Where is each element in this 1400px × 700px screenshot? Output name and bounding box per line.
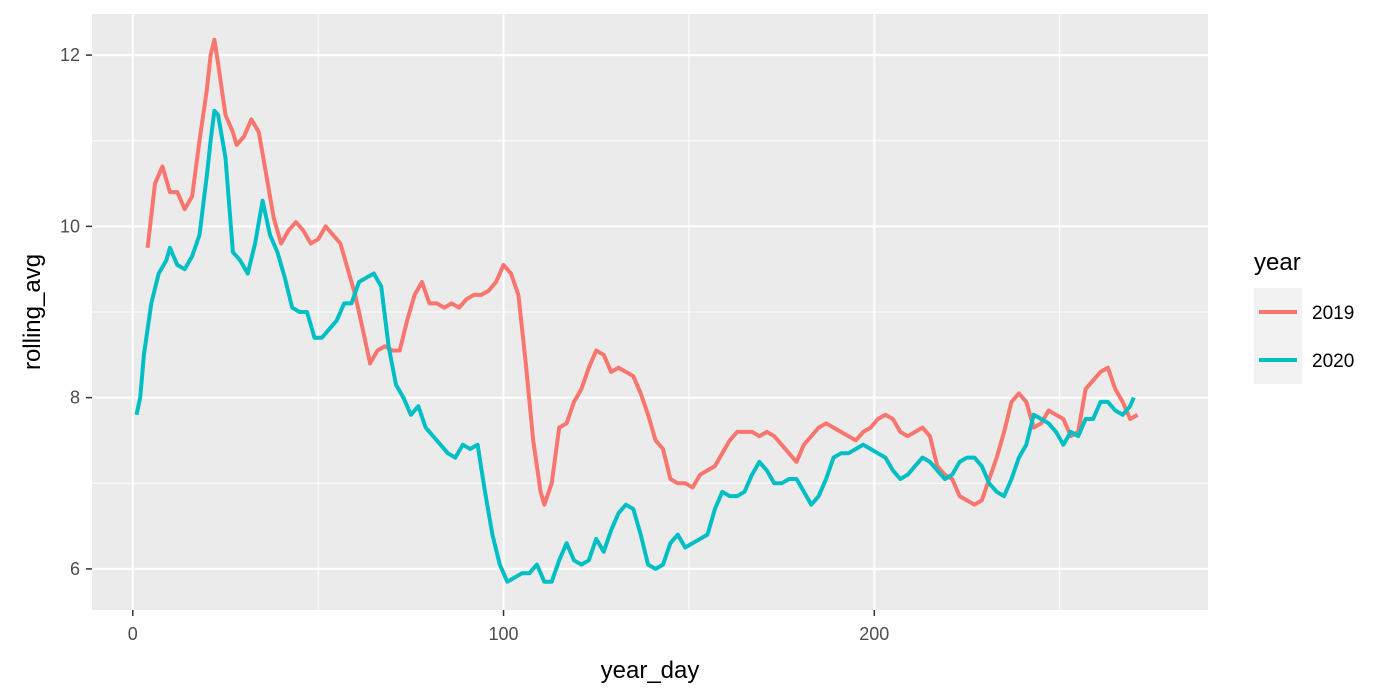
x-tick-label: 0: [128, 624, 138, 644]
y-axis-title: rolling_avg: [19, 254, 46, 370]
x-axis: 0 100 200: [128, 610, 889, 644]
y-tick-label: 12: [60, 45, 80, 65]
legend-label-2019: 2019: [1312, 303, 1354, 324]
legend-label-2020: 2020: [1312, 351, 1354, 372]
y-axis: 6 8 10 12: [60, 45, 92, 579]
series-line-2020: [134, 108, 1136, 584]
y-tick-label: 6: [70, 559, 80, 579]
x-axis-title: year_day: [601, 657, 700, 684]
x-tick-label: 200: [859, 624, 889, 644]
y-tick-label: 8: [70, 388, 80, 408]
legend: year 2019 2020: [1254, 249, 1354, 384]
y-tick-label: 10: [60, 216, 80, 236]
legend-title: year: [1254, 249, 1301, 276]
x-tick-label: 100: [489, 624, 519, 644]
series-lines: [134, 37, 1139, 584]
series-line-2019: [145, 37, 1139, 507]
minor-gridlines: [92, 14, 1208, 610]
